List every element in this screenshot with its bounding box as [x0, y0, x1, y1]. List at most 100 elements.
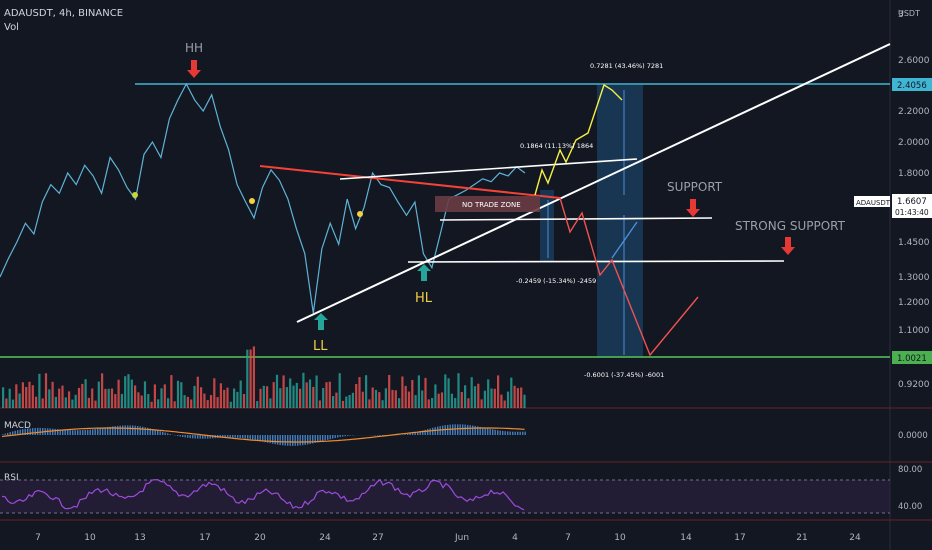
- volume-bar: [269, 398, 272, 408]
- macd-bar: [254, 435, 256, 441]
- macd-bar: [17, 430, 19, 435]
- volume-bar: [345, 396, 348, 408]
- macd-tick: 0.0000: [898, 431, 928, 441]
- macd-bar: [519, 431, 521, 435]
- macd-bar: [284, 435, 286, 446]
- downtrend-line[interactable]: [259, 165, 561, 199]
- macd-bar: [79, 430, 81, 435]
- macd-bar: [272, 435, 274, 444]
- macd-bar: [142, 426, 144, 435]
- macd-bar: [137, 426, 139, 435]
- macd-histogram: [2, 424, 526, 446]
- measure-box-large[interactable]: [597, 85, 643, 357]
- macd-bar: [32, 428, 34, 435]
- x-tick-label: 20: [254, 533, 266, 543]
- volume-bar: [374, 389, 378, 408]
- x-tick-label: 10: [614, 533, 626, 543]
- macd-bar: [54, 428, 56, 435]
- support-level-line[interactable]: [439, 217, 713, 221]
- macd-bar: [412, 432, 414, 435]
- x-tick-label: 21: [796, 533, 807, 543]
- macd-bar: [474, 425, 476, 435]
- volume-bar: [259, 388, 262, 408]
- y-tick-label: 1.4500: [898, 238, 930, 248]
- volume-bar: [239, 380, 242, 408]
- macd-bar: [504, 431, 506, 435]
- volume-bar: [97, 381, 100, 408]
- y-tick-label: 0.9200: [898, 380, 930, 390]
- macd-bar: [332, 435, 334, 439]
- macd-bar: [334, 435, 336, 438]
- volume-bar: [213, 378, 216, 408]
- blue-projection: [611, 221, 638, 259]
- channel-top-line[interactable]: [339, 158, 638, 180]
- macd-bar: [312, 435, 314, 444]
- macd-bar: [162, 431, 164, 435]
- price-marker: [249, 198, 255, 204]
- macd-bar: [249, 435, 251, 440]
- macd-bar: [117, 425, 119, 435]
- x-tick-label: 13: [134, 533, 145, 543]
- macd-bar: [394, 435, 396, 436]
- volume-bar: [153, 384, 156, 408]
- macd-bar: [169, 434, 171, 435]
- strong-support-label: STRONG SUPPORT: [735, 219, 846, 233]
- volume-bar: [21, 382, 24, 408]
- macd-bar: [177, 435, 179, 436]
- volume-bar: [134, 385, 137, 408]
- volume-bar: [84, 379, 87, 408]
- macd-bar: [432, 427, 434, 435]
- volume-bar: [464, 385, 467, 408]
- price-marker: [132, 192, 138, 198]
- volume-bar: [58, 388, 61, 408]
- volume-bar: [107, 388, 110, 408]
- macd-bar: [132, 425, 134, 435]
- macd-bar: [77, 430, 79, 435]
- macd-bar: [497, 430, 499, 435]
- macd-bar: [19, 429, 21, 435]
- volume-bar: [8, 388, 11, 408]
- uptrend-line[interactable]: [296, 43, 891, 323]
- volume-bar: [289, 378, 292, 408]
- volume-bar: [173, 401, 176, 408]
- volume-bar: [431, 398, 434, 408]
- macd-bar: [147, 427, 149, 435]
- measure-label-bottom: -0.6001 (-37.45%) -6001: [584, 371, 664, 379]
- volume-bar: [295, 382, 298, 408]
- volume-bar: [120, 393, 123, 408]
- volume-bar: [312, 386, 315, 408]
- volume-bar: [219, 383, 222, 408]
- volume-bar: [338, 373, 341, 408]
- symbol-badge-text: ADAUSDT: [856, 199, 891, 207]
- macd-bar: [324, 435, 326, 441]
- measure-box-small[interactable]: [540, 190, 554, 262]
- macd-bar: [82, 430, 84, 435]
- macd-bar: [434, 427, 436, 435]
- macd-bar: [144, 427, 146, 435]
- volume-bar: [500, 394, 503, 408]
- macd-bar: [489, 428, 491, 435]
- macd-bar: [127, 425, 129, 435]
- macd-bar: [129, 425, 131, 435]
- macd-bar: [409, 433, 411, 435]
- volume-bar: [497, 375, 500, 408]
- macd-bar: [22, 429, 24, 435]
- macd-bar: [459, 424, 461, 435]
- volume-bar: [266, 386, 269, 408]
- volume-bar: [157, 399, 160, 408]
- volume-bar: [483, 390, 486, 408]
- no-trade-zone-box[interactable]: [435, 196, 540, 212]
- macd-bar: [264, 435, 266, 443]
- volume-bar: [64, 397, 67, 408]
- macd-bar: [154, 429, 156, 435]
- volume-bar: [520, 387, 523, 408]
- x-tick-label: 7: [35, 533, 41, 543]
- volume-bar: [513, 385, 516, 408]
- volume-bar: [480, 399, 483, 408]
- macd-bar: [404, 434, 406, 435]
- macd-bar: [192, 435, 194, 439]
- volume-bar: [200, 387, 203, 408]
- macd-bar: [64, 429, 66, 435]
- rsi-line: [1, 478, 525, 511]
